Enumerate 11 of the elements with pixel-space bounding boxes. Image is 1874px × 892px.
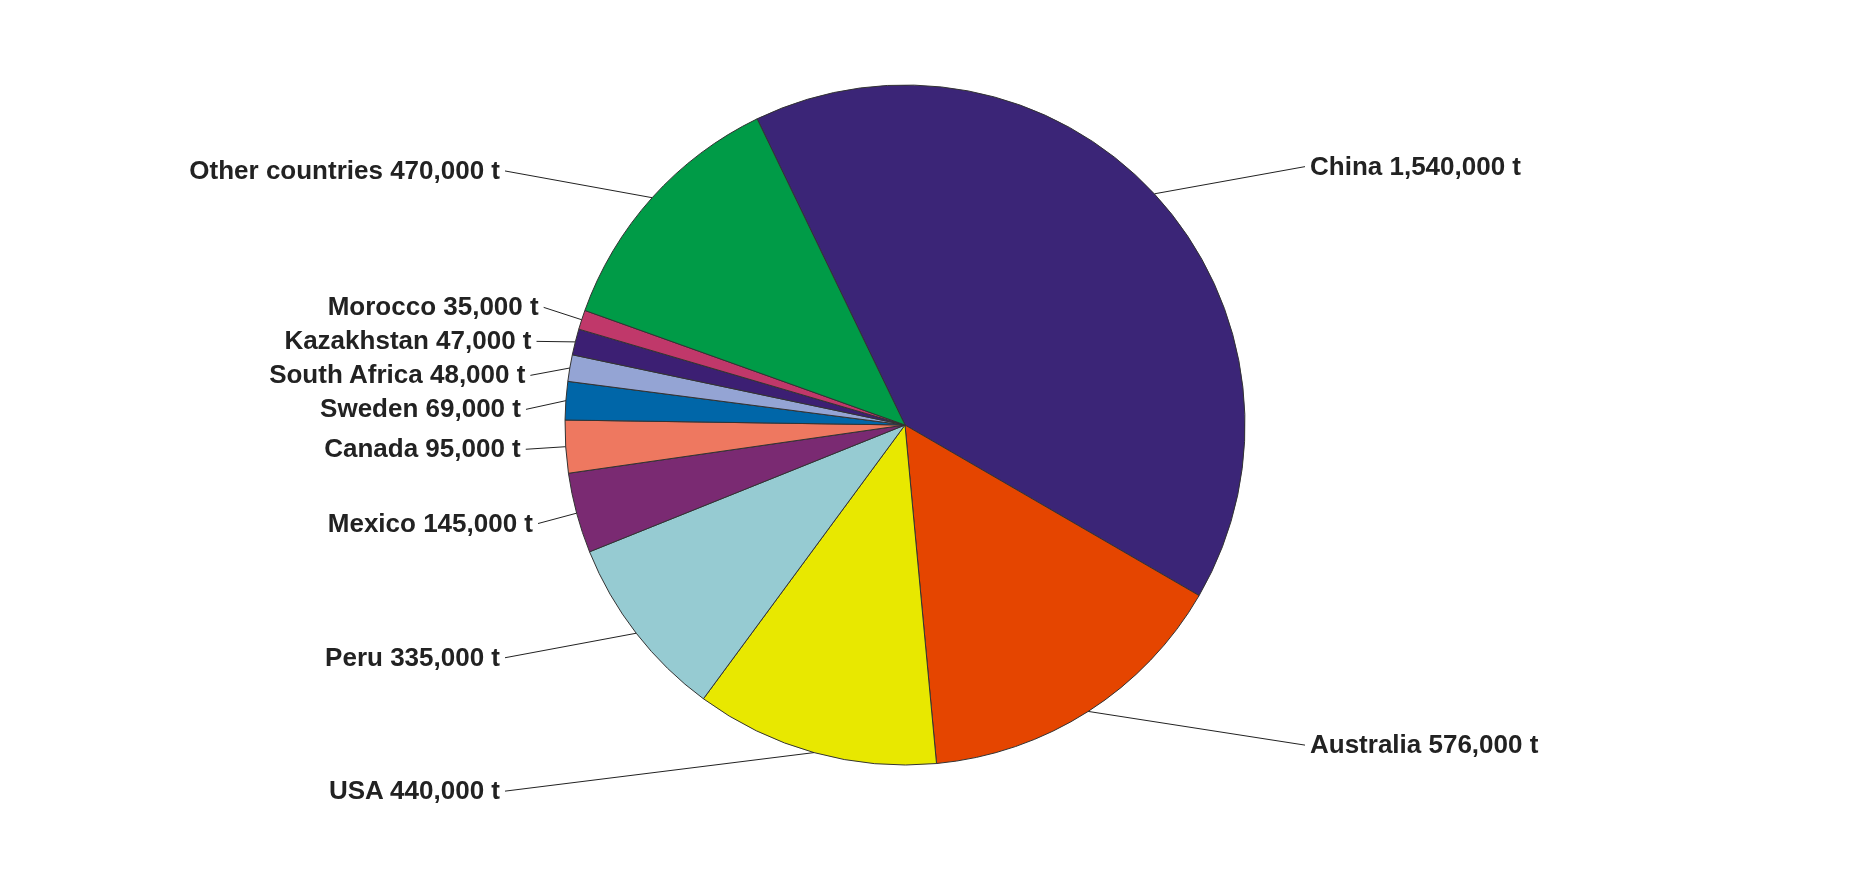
slice-label: Other countries 470,000 t [189,154,501,185]
slice-label: South Africa 48,000 t [269,359,526,390]
slice-label: Canada 95,000 t [324,433,522,464]
slice-label: USA 440,000 t [328,775,501,806]
slice-label: Mexico 145,000 t [327,507,534,538]
slice-label: Kazakhstan 47,000 t [284,325,532,356]
slice-label: Peru 335,000 t [325,641,501,672]
slice-label: Sweden 69,000 t [320,393,522,424]
slice-label: Morocco 35,000 t [327,291,539,322]
slice-label: Australia 576,000 t [1310,729,1539,760]
slice-label: China 1,540,000 t [1310,150,1522,181]
